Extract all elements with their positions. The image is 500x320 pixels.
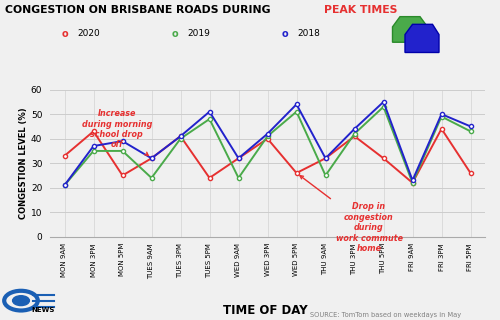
Text: CONGESTION ON BRISBANE ROADS DURING: CONGESTION ON BRISBANE ROADS DURING: [5, 5, 274, 15]
Text: o: o: [62, 28, 68, 39]
Text: SOURCE: TomTom based on weekdays in May: SOURCE: TomTom based on weekdays in May: [310, 312, 461, 318]
Text: 2019: 2019: [188, 29, 210, 38]
Text: 2018: 2018: [298, 29, 320, 38]
Y-axis label: CONGESTION LEVEL (%): CONGESTION LEVEL (%): [19, 108, 28, 219]
Text: o: o: [282, 28, 288, 39]
Text: Drop in
congestion
during
work commute
home: Drop in congestion during work commute h…: [300, 176, 402, 253]
Text: TIME OF DAY: TIME OF DAY: [222, 304, 308, 317]
Text: o: o: [172, 28, 178, 39]
Text: 2020: 2020: [78, 29, 100, 38]
Polygon shape: [405, 24, 439, 52]
Text: NEWS: NEWS: [32, 307, 55, 313]
Circle shape: [12, 296, 29, 306]
Polygon shape: [392, 17, 428, 42]
Text: Increase
during morning
school drop
off: Increase during morning school drop off: [82, 109, 152, 156]
Text: PEAK TIMES: PEAK TIMES: [324, 5, 398, 15]
